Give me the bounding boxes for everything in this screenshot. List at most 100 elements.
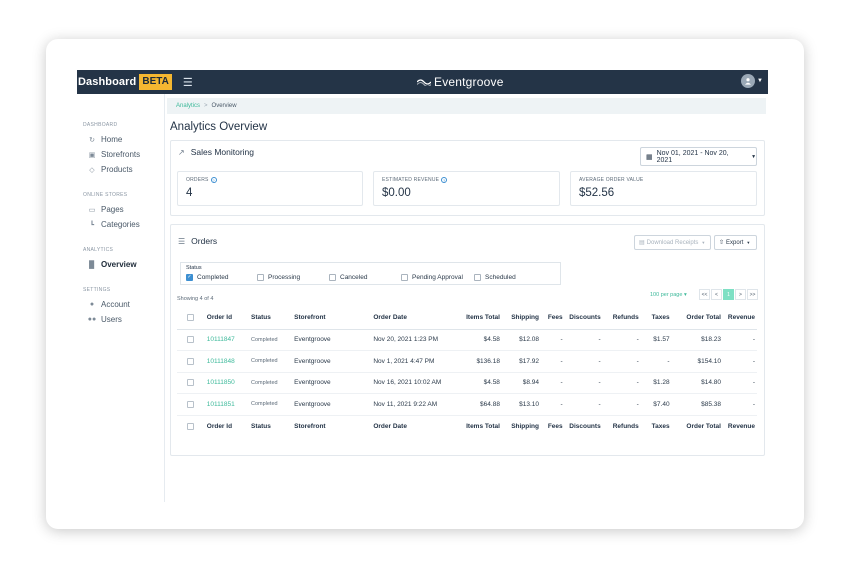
eventgroove-logo[interactable]: Eventgroove: [417, 75, 504, 89]
revenue: -: [722, 350, 757, 373]
sidebar-item-products[interactable]: ◇ Products: [87, 165, 132, 174]
column-header[interactable]: Status: [248, 307, 293, 330]
sidebar-item-account[interactable]: ● Account: [87, 300, 130, 309]
column-footer: Revenue: [722, 414, 757, 437]
checkbox: [401, 274, 408, 281]
order-status: Completed: [248, 329, 293, 351]
row-checkbox[interactable]: [187, 336, 195, 344]
table-row[interactable]: 10111850 Completed Eventgroove Nov 16, 2…: [177, 372, 757, 394]
sidebar-item-overview[interactable]: ▉ Overview: [87, 260, 136, 269]
checkbox-label: Scheduled: [485, 274, 516, 281]
column-header[interactable]: Fees: [541, 307, 565, 330]
bar-chart-icon: ▉: [89, 261, 95, 269]
page-1-button[interactable]: 1: [723, 289, 734, 300]
sidebar-item-pages[interactable]: ▭ Pages: [87, 205, 124, 214]
row-select-cell: [177, 329, 205, 351]
column-footer: Order Id: [204, 414, 249, 437]
orders-table: Order Id Status Storefront Order Date It…: [177, 307, 757, 437]
status-processing-checkbox[interactable]: Processing: [257, 274, 300, 281]
order-id-link[interactable]: 10111847: [204, 329, 249, 351]
checkbox-label: Canceled: [340, 274, 368, 281]
tag-icon: ◇: [89, 166, 95, 174]
items-total: $64.88: [457, 393, 502, 416]
column-header[interactable]: Refunds: [602, 307, 641, 330]
sidebar-section-dashboard: DASHBOARD: [83, 122, 118, 128]
table-row[interactable]: 10111847 Completed Eventgroove Nov 20, 2…: [177, 329, 757, 351]
sales-monitoring-label: Sales Monitoring: [190, 147, 255, 157]
select-all-cell: [177, 307, 205, 330]
status-filter: Status ✓ Completed Processing Canceled P…: [180, 262, 561, 285]
items-total: $4.58: [457, 329, 502, 351]
window-icon: ▣: [88, 151, 96, 159]
column-footer: Refunds: [602, 414, 641, 437]
select-all-checkbox[interactable]: [187, 422, 195, 430]
checkbox-label: Processing: [268, 274, 301, 281]
column-header[interactable]: Order Id: [204, 307, 249, 330]
brand[interactable]: Dashboard BETA: [78, 70, 172, 94]
sidebar-item-categories[interactable]: ┗ Categories: [87, 220, 140, 229]
user-avatar-icon: [745, 78, 752, 85]
status-canceled-checkbox[interactable]: Canceled: [329, 274, 367, 281]
first-page-button[interactable]: <<: [699, 289, 710, 300]
table-row[interactable]: 10111848 Completed Eventgroove Nov 1, 20…: [177, 350, 757, 373]
table-row[interactable]: 10111851 Completed Eventgroove Nov 11, 2…: [177, 393, 757, 416]
users-icon: ●●: [87, 316, 97, 323]
column-header[interactable]: Order Total: [671, 307, 723, 330]
hamburger-menu-icon[interactable]: ☰: [182, 76, 193, 89]
next-page-button[interactable]: >: [735, 289, 746, 300]
order-date: Nov 16, 2021 10:02 AM: [371, 372, 458, 394]
column-footer: Fees: [541, 414, 565, 437]
sidebar-item-users[interactable]: ●● Users: [87, 315, 122, 324]
export-label: Export: [726, 239, 744, 246]
sidebar-item-label: Account: [101, 300, 130, 309]
sidebar-item-storefronts[interactable]: ▣ Storefronts: [87, 150, 140, 159]
help-icon[interactable]: ?: [441, 177, 448, 183]
status-pending-approval-checkbox[interactable]: Pending Approval: [401, 274, 463, 281]
column-header[interactable]: Discounts: [564, 307, 603, 330]
column-header[interactable]: Taxes: [640, 307, 672, 330]
column-header[interactable]: Revenue: [722, 307, 757, 330]
order-total: $14.80: [671, 372, 723, 394]
column-header[interactable]: Storefront: [292, 307, 372, 330]
refunds: -: [602, 393, 641, 416]
help-icon[interactable]: ?: [210, 177, 217, 183]
export-button[interactable]: ⇧ Export ▼: [714, 235, 757, 250]
stat-label-text: ESTIMATED REVENUE: [382, 177, 440, 183]
column-header[interactable]: Shipping: [501, 307, 541, 330]
table-header: Order Id Status Storefront Order Date It…: [177, 307, 757, 330]
column-footer: Storefront: [292, 414, 372, 437]
user-menu[interactable]: ▼: [741, 74, 763, 88]
order-status: Completed: [248, 350, 293, 373]
folder-tree-icon: ┗: [89, 221, 95, 229]
row-checkbox[interactable]: [187, 379, 195, 387]
logo-text: Eventgroove: [434, 75, 504, 89]
breadcrumb-analytics[interactable]: Analytics: [176, 103, 201, 109]
date-range-picker[interactable]: ▦ Nov 01, 2021 - Nov 20, 2021 ▼: [640, 147, 757, 166]
orders-title: ☰ Orders: [178, 236, 217, 246]
status-scheduled-checkbox[interactable]: Scheduled: [474, 274, 516, 281]
order-id-link[interactable]: 10111848: [204, 350, 249, 373]
chevron-down-icon: ▼: [757, 78, 763, 84]
select-all-checkbox[interactable]: [187, 314, 195, 322]
last-page-button[interactable]: >>: [747, 289, 758, 300]
discounts: -: [564, 393, 603, 416]
checkbox: [474, 274, 481, 281]
order-id-link[interactable]: 10111851: [204, 393, 249, 416]
column-header[interactable]: Order Date: [371, 307, 458, 330]
order-id-link[interactable]: 10111850: [204, 372, 249, 394]
prev-page-button[interactable]: <: [711, 289, 722, 300]
row-checkbox[interactable]: [187, 357, 195, 365]
pagination: << < 1 > >>: [698, 289, 758, 300]
column-header[interactable]: Items Total: [457, 307, 502, 330]
stat-label: ORDERS ?: [186, 177, 217, 183]
download-receipts-button[interactable]: ▤ Download Receipts ▼: [634, 235, 711, 250]
sidebar-item-label: Pages: [101, 205, 124, 214]
row-checkbox[interactable]: [187, 400, 195, 408]
breadcrumb-separator: >: [204, 103, 208, 109]
stat-average-order-value: AVERAGE ORDER VALUE $52.56: [570, 171, 757, 206]
per-page-select[interactable]: 100 per page ▾: [650, 292, 687, 298]
status-completed-checkbox[interactable]: ✓ Completed: [186, 274, 228, 281]
table-footer: Order Id Status Storefront Order Date It…: [177, 414, 757, 437]
order-total: $18.23: [671, 329, 723, 351]
sidebar-item-home[interactable]: ↻ Home: [87, 135, 122, 144]
